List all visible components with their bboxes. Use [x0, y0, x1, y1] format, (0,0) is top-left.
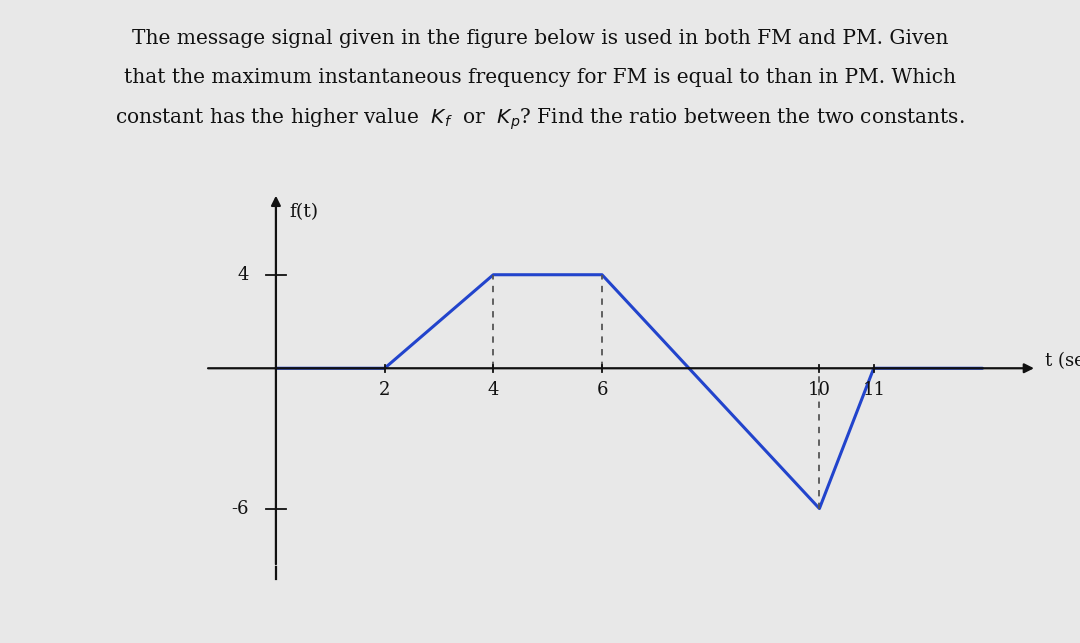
Text: 6: 6 [596, 381, 608, 399]
Text: 10: 10 [808, 381, 831, 399]
Text: 4: 4 [488, 381, 499, 399]
Text: 4: 4 [238, 266, 248, 284]
Text: The message signal given in the figure below is used in both FM and PM. Given: The message signal given in the figure b… [132, 29, 948, 48]
Text: 11: 11 [862, 381, 886, 399]
Text: f(t): f(t) [289, 203, 319, 221]
Text: t (sec): t (sec) [1045, 352, 1080, 370]
Text: 2: 2 [379, 381, 390, 399]
Text: -6: -6 [231, 500, 248, 518]
Text: that the maximum instantaneous frequency for FM is equal to than in PM. Which: that the maximum instantaneous frequency… [124, 68, 956, 87]
Text: constant has the higher value  $K_f$  or  $K_p$? Find the ratio between the two : constant has the higher value $K_f$ or $… [116, 106, 964, 132]
